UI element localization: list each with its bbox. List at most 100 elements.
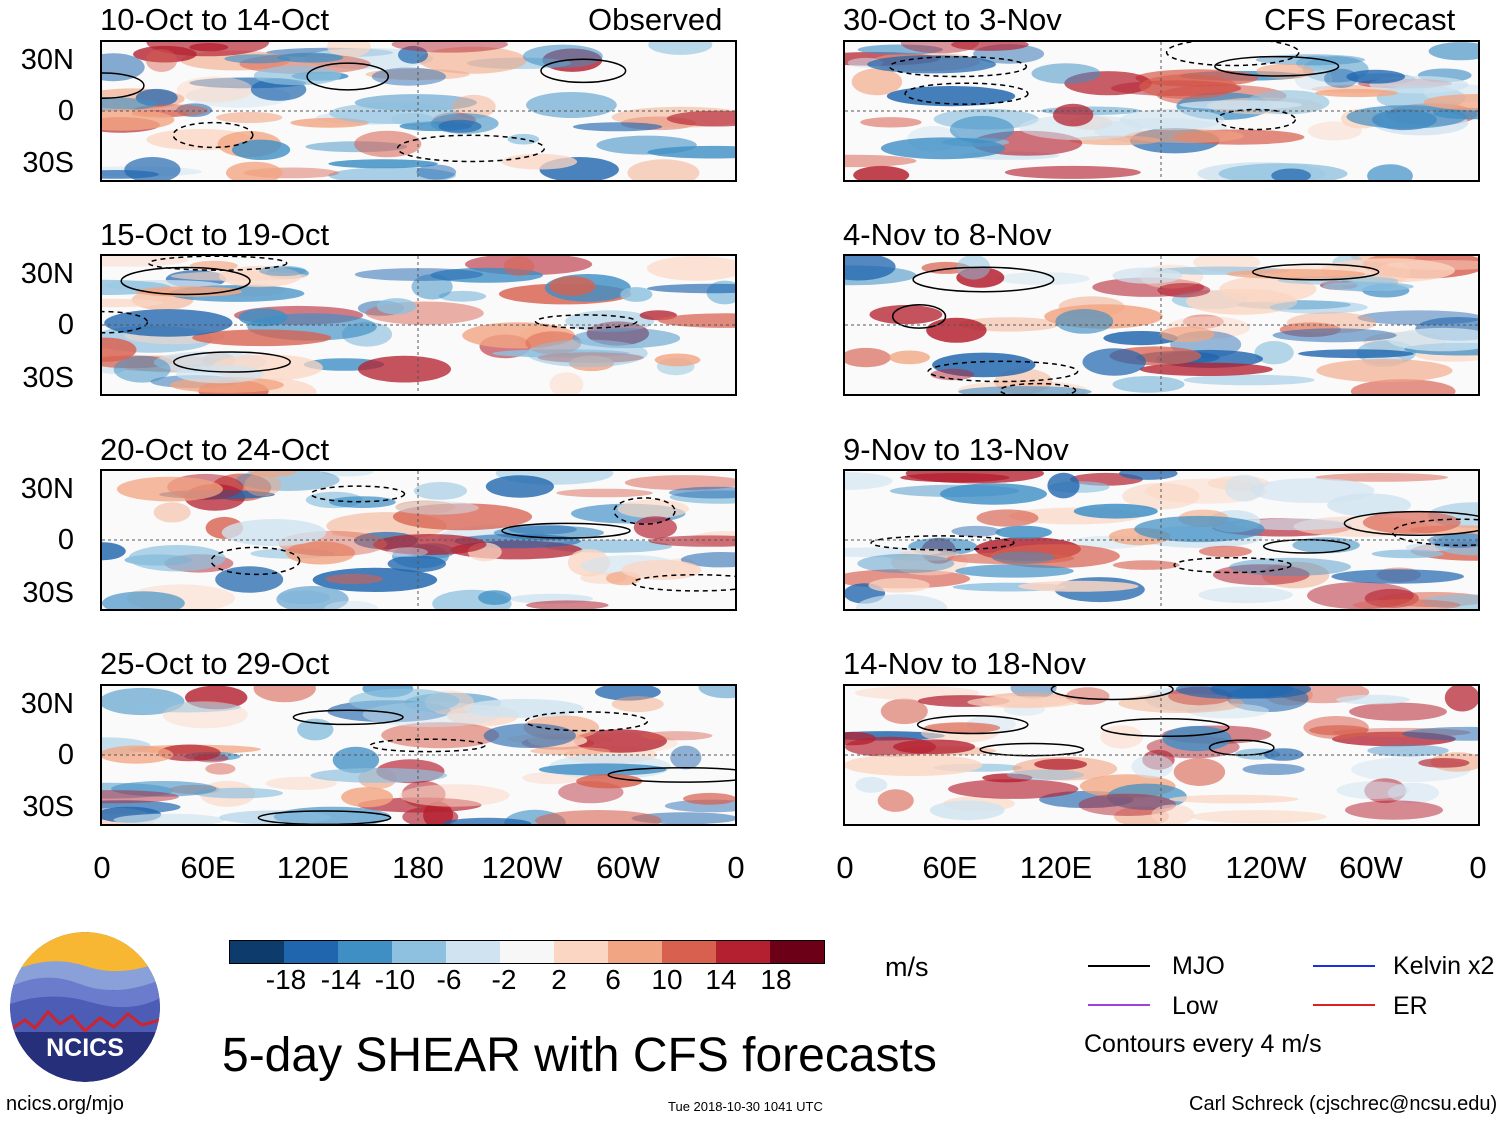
footer-timestamp: Tue 2018-10-30 1041 UTC [668,1099,823,1114]
shear-anomaly-blob [1367,744,1449,757]
shear-anomaly-blob [501,153,578,170]
shear-anomaly-blob [483,723,576,748]
shear-anomaly-blob [376,298,416,315]
mjo-contour [979,742,1085,757]
shear-anomaly-blob [1179,100,1302,110]
ncics-logo: NCICS [10,932,160,1082]
shear-anomaly-blob [1055,309,1114,334]
shear-anomaly-blob [530,747,611,755]
shear-anomaly-blob [572,122,663,132]
colorbar-tick-label: 6 [605,964,621,995]
shear-anomaly-blob [633,516,678,539]
shear-anomaly-blob [658,313,735,328]
panel-title: 20-Oct to 24-Oct [100,432,330,467]
shear-anomaly-blob [1119,471,1178,480]
shear-anomaly-blob [538,763,667,776]
shear-anomaly-blob [1350,379,1456,394]
colorbar-tick-label: 14 [705,964,737,995]
shear-anomaly-blob [595,686,661,701]
shear-anomaly-blob [1112,376,1185,393]
shear-map-panel [100,254,737,396]
shear-anomaly-blob [1336,694,1410,705]
mjo-contour [1214,55,1340,77]
shear-anomaly-blob [646,256,735,281]
mjo-contour [613,497,676,525]
shear-anomaly-blob [162,701,248,729]
lon-label: 0 [93,850,111,885]
shear-anomaly-blob [1418,758,1470,768]
mjo-contour [1391,518,1478,547]
shear-anomaly-blob [277,52,344,63]
shear-anomaly-blob [1112,560,1180,570]
shear-anomaly-blob [526,339,648,367]
shear-anomaly-blob [877,789,914,812]
shear-anomaly-blob [640,731,713,741]
shear-anomaly-blob [940,483,1047,505]
shear-anomaly-blob [1107,783,1187,810]
shear-anomaly-blob [1175,686,1294,699]
footer-url[interactable]: ncics.org/mjo [6,1093,124,1115]
shear-anomaly-blob [996,272,1090,285]
shear-anomaly-blob [624,475,735,491]
shear-anomaly-blob [1286,312,1377,334]
mjo-contour [891,303,947,329]
shear-anomaly-blob [1315,473,1448,482]
mjo-contour [210,546,301,576]
shear-anomaly-blob [1162,725,1232,752]
shear-anomaly-blob [867,55,996,74]
shear-map-panel [843,684,1480,826]
shear-anomaly-blob [886,86,1016,107]
shear-anomaly-blob [102,337,137,362]
shear-anomaly-blob [1103,331,1178,346]
svg-text:NCICS: NCICS [46,1034,124,1062]
lat-label: 30N [20,473,74,505]
shear-anomaly-blob [329,496,396,508]
shear-anomaly-blob [416,164,457,180]
lon-label: 60W [596,850,660,885]
shear-anomaly-blob [399,784,510,807]
shear-anomaly-blob [1078,793,1177,816]
shear-anomaly-blob [1402,726,1478,741]
shear-anomaly-blob [1227,269,1366,279]
colorbar-swatch [770,941,824,963]
mjo-contour [173,351,291,373]
shear-anomaly-blob [648,535,735,547]
shear-anomaly-blob [387,555,446,573]
shear-anomaly-blob [1019,114,1144,141]
colorbar-swatch [716,941,770,963]
shear-anomaly-blob [391,42,508,53]
lat-label: 0 [57,524,74,556]
shear-anomaly-blob [1324,68,1359,88]
shear-anomaly-blob [328,159,438,169]
colorbar-swatch [338,941,392,963]
shear-anomaly-blob [1298,349,1415,359]
shear-anomaly-blob [1272,328,1397,343]
shear-anomaly-blob [349,688,460,714]
colorbar-tick-label: 2 [551,964,567,995]
lat-label: 30N [20,688,74,720]
shear-anomaly-blob [845,154,917,168]
shear-anomaly-blob [556,488,653,498]
shear-anomaly-blob [102,591,185,609]
shear-anomaly-blob [647,145,735,159]
shear-anomaly-blob [627,159,700,180]
shear-map-panel [100,469,737,611]
colorbar [229,940,825,964]
shear-anomaly-blob [958,386,1092,394]
shear-anomaly-blob [951,42,1029,51]
shear-anomaly-blob [617,499,689,519]
shear-anomaly-blob [341,787,393,808]
shear-anomaly-blob [648,42,713,55]
shear-anomaly-blob [1271,168,1311,180]
shear-anomaly-blob [1336,781,1409,800]
shear-anomaly-blob [216,112,283,123]
lat-label: 30S [22,577,74,609]
shear-anomaly-blob [967,696,1079,709]
shear-anomaly-blob [991,551,1055,564]
legend-line-er [1313,1004,1375,1006]
shear-anomaly-blob [102,542,126,561]
mjo-contour [1165,42,1300,67]
shear-anomaly-blob [1052,103,1094,127]
shear-anomaly-blob [185,686,248,710]
shear-anomaly-blob [1118,693,1245,713]
